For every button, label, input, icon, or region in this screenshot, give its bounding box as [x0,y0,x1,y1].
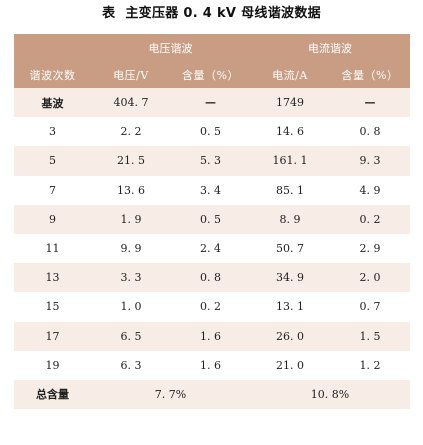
current-total-content: 10. 8% [250,379,410,409]
total-row: 总含量 7. 7% 10. 8% [14,379,410,409]
cell-current: 21. 0 [250,350,330,380]
cell-order: 13 [14,263,91,293]
cell-current-content: — [330,88,410,118]
harmonic-data-table: 电压谐波 电流谐波 谐波次数 电压/V 含量（%） 电流/A 含量（%） 基波 … [14,34,410,409]
cell-current: 34. 9 [250,263,330,293]
cell-current-content: 1. 2 [330,350,410,380]
cell-voltage: 1. 0 [91,292,171,322]
cell-current: 161. 1 [250,146,330,176]
cell-current: 85. 1 [250,175,330,205]
cell-order: 11 [14,233,91,264]
cell-voltage: 6. 5 [91,321,171,351]
cell-current: 13. 1 [250,292,330,322]
cell-current: 8. 9 [250,204,330,234]
cell-current-content: 1. 5 [330,321,410,351]
table-row: 基波 404. 7 — 1749 — [14,88,410,118]
cell-order: 17 [14,321,91,351]
header-col-current: 电流/A [250,61,330,88]
table-row: 17 6. 5 1. 6 26. 0 1. 5 [14,321,410,351]
cell-voltage-content: 2. 4 [171,233,250,264]
cell-current: 14. 6 [250,117,330,147]
cell-order: 基波 [14,88,91,118]
cell-current-content: 0. 7 [330,292,410,322]
cell-current-content: 4. 9 [330,175,410,205]
cell-current: 1749 [250,88,330,118]
table-row: 13 3. 3 0. 8 34. 9 2. 0 [14,263,410,293]
table-row: 3 2. 2 0. 5 14. 6 0. 8 [14,117,410,147]
cell-order: 7 [14,175,91,205]
cell-voltage-content: 0. 5 [171,117,250,147]
caption-title: 主变压器 0. 4 kV 母线谐波数据 [125,6,321,21]
header-col-current-content: 含量（%） [330,61,410,88]
header-col-voltage: 电压/V [91,61,171,88]
cell-voltage: 2. 2 [91,117,171,147]
table-header: 电压谐波 电流谐波 谐波次数 电压/V 含量（%） 电流/A 含量（%） [14,34,410,88]
table-row: 11 9. 9 2. 4 50. 7 2. 9 [14,233,410,264]
header-col-voltage-content: 含量（%） [171,61,250,88]
caption-prefix: 表 [102,6,116,21]
cell-order: 3 [14,117,91,147]
table-caption: 表主变压器 0. 4 kV 母线谐波数据 [0,0,423,34]
total-label: 总含量 [14,379,91,409]
cell-current: 50. 7 [250,233,330,264]
cell-voltage-content: — [171,88,250,118]
cell-voltage: 1. 9 [91,204,171,234]
cell-voltage-content: 0. 8 [171,263,250,293]
header-group-current: 电流谐波 [250,34,410,61]
cell-voltage: 21. 5 [91,146,171,176]
cell-voltage-content: 3. 4 [171,175,250,205]
cell-current-content: 2. 9 [330,233,410,264]
cell-voltage-content: 1. 6 [171,321,250,351]
cell-current: 26. 0 [250,321,330,351]
header-empty-cell [14,34,91,61]
header-column-row: 谐波次数 电压/V 含量（%） 电流/A 含量（%） [14,61,410,88]
header-col-order: 谐波次数 [14,61,91,88]
cell-current-content: 0. 8 [330,117,410,147]
cell-voltage: 6. 3 [91,350,171,380]
cell-current-content: 9. 3 [330,146,410,176]
cell-order: 19 [14,350,91,380]
table-row: 19 6. 3 1. 6 21. 0 1. 2 [14,350,410,380]
cell-voltage: 13. 6 [91,175,171,205]
cell-voltage-content: 0. 2 [171,292,250,322]
cell-order: 9 [14,204,91,234]
header-group-voltage: 电压谐波 [91,34,250,61]
cell-voltage: 3. 3 [91,263,171,293]
voltage-total-content: 7. 7% [91,379,250,409]
cell-voltage-content: 1. 6 [171,350,250,380]
cell-voltage: 404. 7 [91,88,171,118]
table-row: 9 1. 9 0. 5 8. 9 0. 2 [14,204,410,234]
table-row: 7 13. 6 3. 4 85. 1 4. 9 [14,175,410,205]
cell-voltage-content: 5. 3 [171,146,250,176]
cell-voltage-content: 0. 5 [171,204,250,234]
cell-order: 15 [14,292,91,322]
cell-order: 5 [14,146,91,176]
cell-current-content: 2. 0 [330,263,410,293]
cell-voltage: 9. 9 [91,233,171,264]
table-row: 15 1. 0 0. 2 13. 1 0. 7 [14,292,410,322]
table-body: 基波 404. 7 — 1749 — 3 2. 2 0. 5 14. 6 0. … [14,88,410,409]
table-row: 5 21. 5 5. 3 161. 1 9. 3 [14,146,410,176]
cell-current-content: 0. 2 [330,204,410,234]
header-group-row: 电压谐波 电流谐波 [14,34,410,61]
